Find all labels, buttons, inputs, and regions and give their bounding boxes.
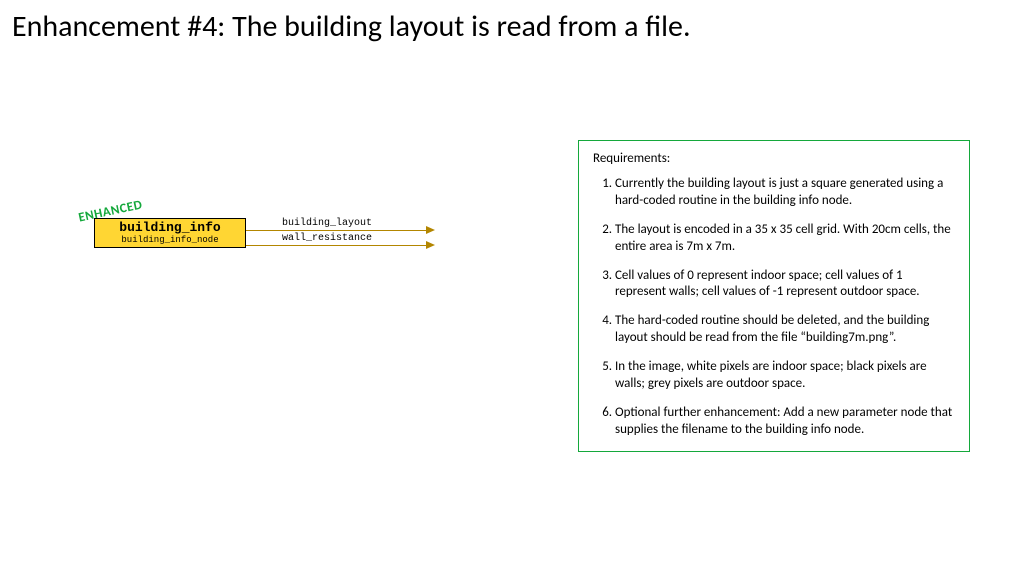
output-row: wall_resistance	[246, 233, 436, 248]
list-item: The layout is encoded in a 35 x 35 cell …	[615, 222, 955, 256]
arrow-icon	[426, 241, 435, 249]
page-title: Enhancement #4: The building layout is r…	[12, 8, 691, 45]
output-label: building_layout	[282, 218, 372, 229]
list-item: The hard-coded routine should be deleted…	[615, 313, 955, 347]
output-row: building_layout	[246, 218, 436, 233]
list-item: Currently the building layout is just a …	[615, 176, 955, 210]
list-item: Optional further enhancement: Add a new …	[615, 405, 955, 439]
output-line	[246, 230, 426, 231]
output-label: wall_resistance	[282, 233, 372, 244]
slide: Enhancement #4: The building layout is r…	[0, 0, 1024, 576]
node-subname: building_info_node	[95, 235, 245, 246]
list-item: Cell values of 0 represent indoor space;…	[615, 268, 955, 302]
list-item: In the image, white pixels are indoor sp…	[615, 359, 955, 393]
requirements-box: Requirements: Currently the building lay…	[578, 140, 970, 452]
output-line	[246, 245, 426, 246]
node-outputs: building_layout wall_resistance	[246, 218, 436, 248]
node-box: building_info building_info_node	[94, 218, 246, 248]
node-name: building_info	[95, 219, 245, 235]
requirements-list: Currently the building layout is just a …	[593, 176, 955, 439]
node-block: ENHANCED building_info building_info_nod…	[94, 218, 246, 248]
requirements-heading: Requirements:	[593, 151, 955, 166]
